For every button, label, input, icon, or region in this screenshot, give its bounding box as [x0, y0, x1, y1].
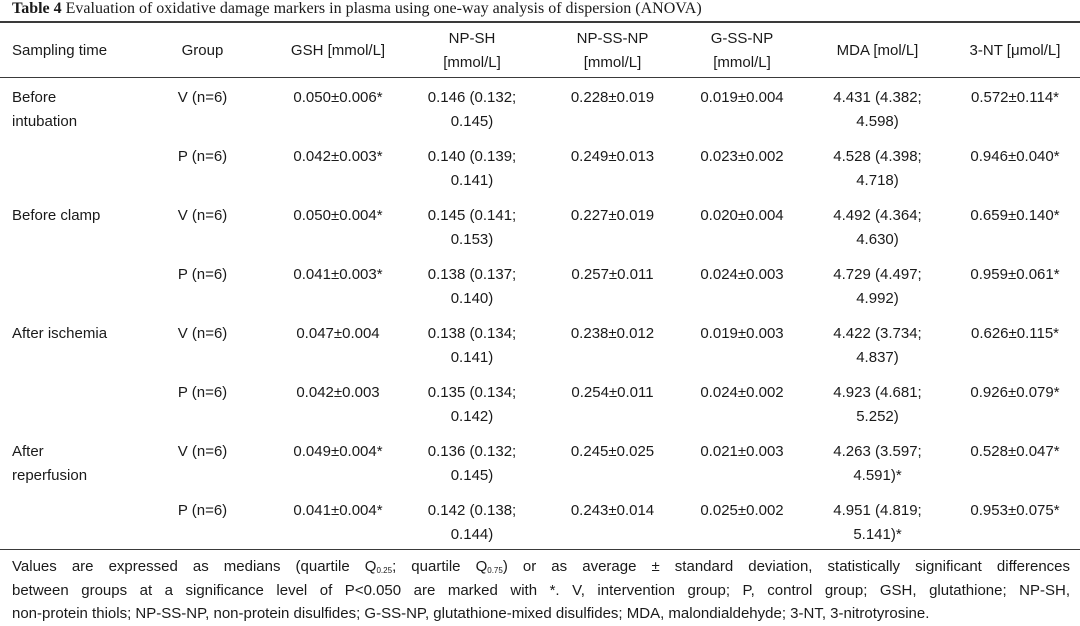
cell-npsh: 0.136 (0.132; 0.145): [427, 443, 517, 484]
cell-npssnp: 0.227±0.019: [570, 207, 655, 224]
table-caption-text: Evaluation of oxidative damage markers i…: [65, 0, 702, 17]
cell-mda: 4.729 (4.497; 4.992): [833, 266, 922, 307]
cell-nt: 0.626±0.115*: [970, 325, 1060, 342]
cell-gsh: 0.050±0.006*: [293, 89, 383, 106]
cell-gsh: 0.042±0.003*: [293, 148, 383, 165]
cell-gsh: 0.041±0.003*: [293, 266, 383, 283]
cell-npsh: 0.142 (0.138; 0.144): [427, 502, 517, 543]
cell-mda: 4.951 (4.819; 5.141)*: [833, 502, 922, 543]
cell-gssnp: 0.025±0.002: [700, 502, 784, 519]
cell-nt: 0.946±0.040*: [970, 148, 1060, 165]
cell-nt: 0.572±0.114*: [970, 89, 1060, 106]
cell-group: P (n=6): [177, 502, 228, 519]
cell-time: After ischemia: [12, 325, 108, 342]
cell-nt: 0.953±0.075*: [970, 502, 1060, 519]
cell-mda: 4.492 (4.364; 4.630): [833, 207, 922, 248]
cell-npssnp: 0.257±0.011: [571, 266, 654, 283]
cell-gssnp: 0.024±0.002: [700, 384, 784, 401]
cell-group: P (n=6): [177, 148, 228, 165]
cell-nt: 0.959±0.061*: [970, 266, 1060, 283]
cell-gsh: 0.047±0.004: [296, 325, 380, 342]
cell-group: V (n=6): [177, 207, 228, 224]
footnote-line-3: non-protein thiols; NP-SS-NP, non-protei…: [12, 605, 930, 622]
cell-gssnp: 0.021±0.003: [700, 443, 784, 460]
header-group: Group: [181, 42, 224, 59]
cell-mda: 4.431 (4.382; 4.598): [833, 89, 922, 130]
cell-gsh: 0.050±0.004*: [293, 207, 383, 224]
cell-npssnp: 0.238±0.012: [570, 325, 655, 342]
header-mda: MDA [mol/L]: [836, 42, 919, 59]
cell-time: Before clamp: [12, 207, 101, 224]
cell-mda: 4.923 (4.681; 5.252): [833, 384, 922, 425]
cell-npssnp: 0.228±0.019: [570, 89, 655, 106]
cell-gssnp: 0.023±0.002: [700, 148, 784, 165]
cell-nt: 0.926±0.079*: [970, 384, 1060, 401]
table-caption-label: Table 4: [12, 0, 62, 17]
header-rule: [0, 77, 1080, 78]
header-npsh: NP-SH [mmol/L]: [443, 30, 501, 71]
cell-nt: 0.659±0.140*: [970, 207, 1060, 224]
cell-npsh: 0.140 (0.139; 0.141): [427, 148, 517, 189]
cell-npsh: 0.145 (0.141; 0.153): [427, 207, 517, 248]
cell-gsh: 0.049±0.004*: [293, 443, 383, 460]
cell-group: V (n=6): [177, 325, 228, 342]
cell-gsh: 0.041±0.004*: [293, 502, 383, 519]
cell-group: P (n=6): [177, 384, 228, 401]
footnote-line-1: Values are expressed as medians (quartil…: [12, 558, 1071, 575]
cell-gssnp: 0.019±0.003: [700, 325, 784, 342]
cell-gssnp: 0.019±0.004: [700, 89, 784, 106]
cell-mda: 4.528 (4.398; 4.718): [833, 148, 922, 189]
footnote-line-2: between groups at a significance level o…: [12, 581, 1070, 599]
header-gsh: GSH [mmol/L]: [290, 42, 386, 59]
header-3nt: 3-NT [μmol/L]: [969, 42, 1061, 59]
cell-group: V (n=6): [177, 443, 228, 460]
bottom-rule: [0, 549, 1080, 550]
cell-gssnp: 0.024±0.003: [700, 266, 784, 283]
cell-mda: 4.263 (3.597; 4.591)*: [833, 443, 922, 484]
cell-npssnp: 0.254±0.011: [571, 384, 654, 401]
header-npssnp: NP-SS-NP [mmol/L]: [576, 30, 649, 71]
cell-group: V (n=6): [177, 89, 228, 106]
cell-npsh: 0.138 (0.134; 0.141): [427, 325, 517, 366]
cell-npssnp: 0.243±0.014: [570, 502, 655, 519]
header-gssnp: G-SS-NP [mmol/L]: [710, 30, 774, 71]
top-rule: [0, 21, 1080, 23]
cell-npsh: 0.146 (0.132; 0.145): [427, 89, 517, 130]
cell-npssnp: 0.249±0.013: [570, 148, 655, 165]
cell-group: P (n=6): [177, 266, 228, 283]
cell-time: After reperfusion: [12, 443, 88, 484]
cell-time: Before intubation: [12, 89, 78, 130]
cell-gssnp: 0.020±0.004: [700, 207, 784, 224]
table-footnote: Values are expressed as medians (quartil…: [12, 555, 1070, 626]
header-sampling-time: Sampling time: [12, 42, 108, 59]
cell-gsh: 0.042±0.003: [296, 384, 380, 401]
cell-nt: 0.528±0.047*: [970, 443, 1060, 460]
cell-npsh: 0.135 (0.134; 0.142): [427, 384, 517, 425]
cell-mda: 4.422 (3.734; 4.837): [833, 325, 922, 366]
cell-npsh: 0.138 (0.137; 0.140): [427, 266, 517, 307]
cell-npssnp: 0.245±0.025: [570, 443, 655, 460]
table-caption: Table 4 Evaluation of oxidative damage m…: [12, 0, 702, 20]
